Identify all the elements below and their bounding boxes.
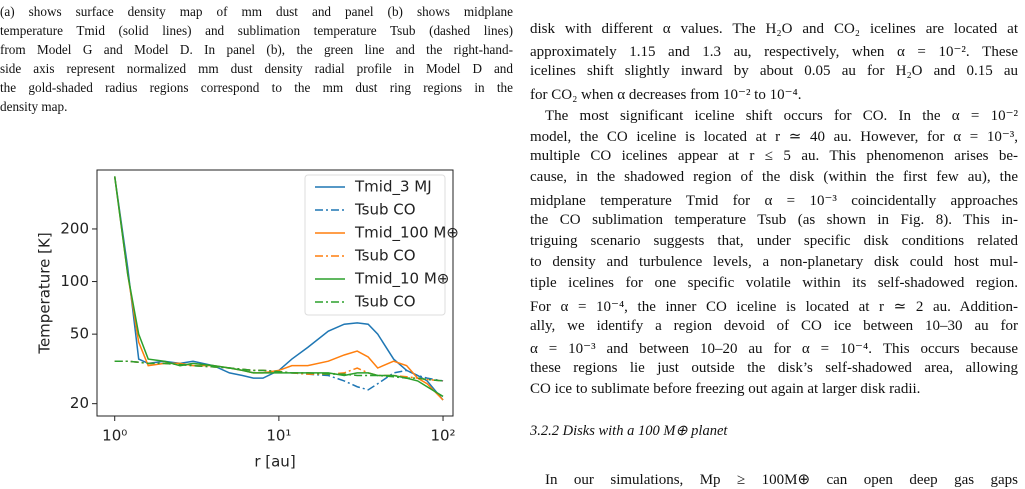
body-line: CO ice to sublimate before freezing out … (530, 381, 921, 398)
y-axis-label: Temperature [K] (36, 232, 54, 354)
body-line: disk with different α values. The H₂O an… (530, 21, 1018, 37)
body-line: model, the CO iceline is located at r ≃ … (530, 129, 1018, 145)
body-line: midplane temperature Tmid for α = 10⁻³ c… (530, 192, 1018, 209)
y-tick-label: 100 (60, 272, 89, 290)
legend-label: Tsub CO (354, 247, 416, 265)
caption-line: side axis represent normalized mm dust d… (0, 61, 513, 76)
legend-label: Tsub CO (354, 201, 416, 219)
body-line: α = 10⁻³ and between 10–20 au for α = 10… (530, 341, 1018, 357)
x-tick-label: 10² (430, 427, 455, 445)
y-tick-label: 200 (60, 219, 89, 237)
caption-line: temperature Tmid (solid lines) and subli… (0, 23, 513, 38)
legend-label: Tmid_3 MJ (354, 178, 432, 197)
plot-frame (96, 169, 454, 417)
caption-line: the gold-shaded radius regions correspon… (0, 80, 513, 95)
body-line: the CO sublimation temperature Tsub (as … (530, 211, 1018, 228)
body-line: icelines shift slightly inward by about … (530, 63, 1018, 80)
x-axis-label: r [au] (254, 453, 295, 471)
series-line (114, 360, 444, 382)
x-tick-label: 10⁰ (102, 427, 127, 445)
legend-label: Tsub CO (354, 293, 416, 311)
body-line: for CO₂ when α decreases from 10⁻² to 10… (530, 86, 802, 103)
series-line (113, 176, 444, 398)
section-heading: 3.2.2 Disks with a 100 M⊕ planet (530, 423, 728, 439)
plot-lines (113, 176, 444, 401)
body-line: multiple CO icelines appear at r ≤ 5 au.… (530, 148, 1018, 165)
body-line: tiple icelines for one specific volatile… (530, 275, 1018, 292)
body-line: these regions lie just outside the disk’… (530, 360, 1018, 377)
body-line: The most significant iceline shift occur… (545, 107, 1018, 124)
legend-label: Tmid_100 M⊕ (354, 224, 459, 243)
body-line: ally, we identify a region devoid of CO … (530, 317, 1018, 334)
y-tick-label: 20 (70, 394, 89, 412)
body-line: triguing scenario suggests that, under s… (530, 233, 1018, 249)
body-line: cause, in the shadowed region of the dis… (530, 169, 1018, 186)
y-tick-label: 50 (70, 325, 89, 343)
legend-label: Tmid_10 M⊕ (354, 270, 449, 289)
body-line: approximately 1.15 and 1.3 au, respectiv… (530, 44, 1018, 61)
legend-box (304, 174, 446, 316)
body-line: For α = 10⁻⁴, the inner CO iceline is lo… (530, 298, 1018, 315)
body-line: In our simulations, Mp ≥ 100M⊕ can open … (545, 472, 1018, 488)
body-line: to density and turbulence levels, a non-… (530, 254, 1018, 271)
caption-line: (a) shows surface density map of mm dust… (0, 4, 513, 19)
caption-line: from Model G and Model D. In panel (b), … (0, 42, 513, 57)
x-tick-label: 10¹ (266, 427, 291, 445)
caption-line: density map. (0, 99, 68, 114)
